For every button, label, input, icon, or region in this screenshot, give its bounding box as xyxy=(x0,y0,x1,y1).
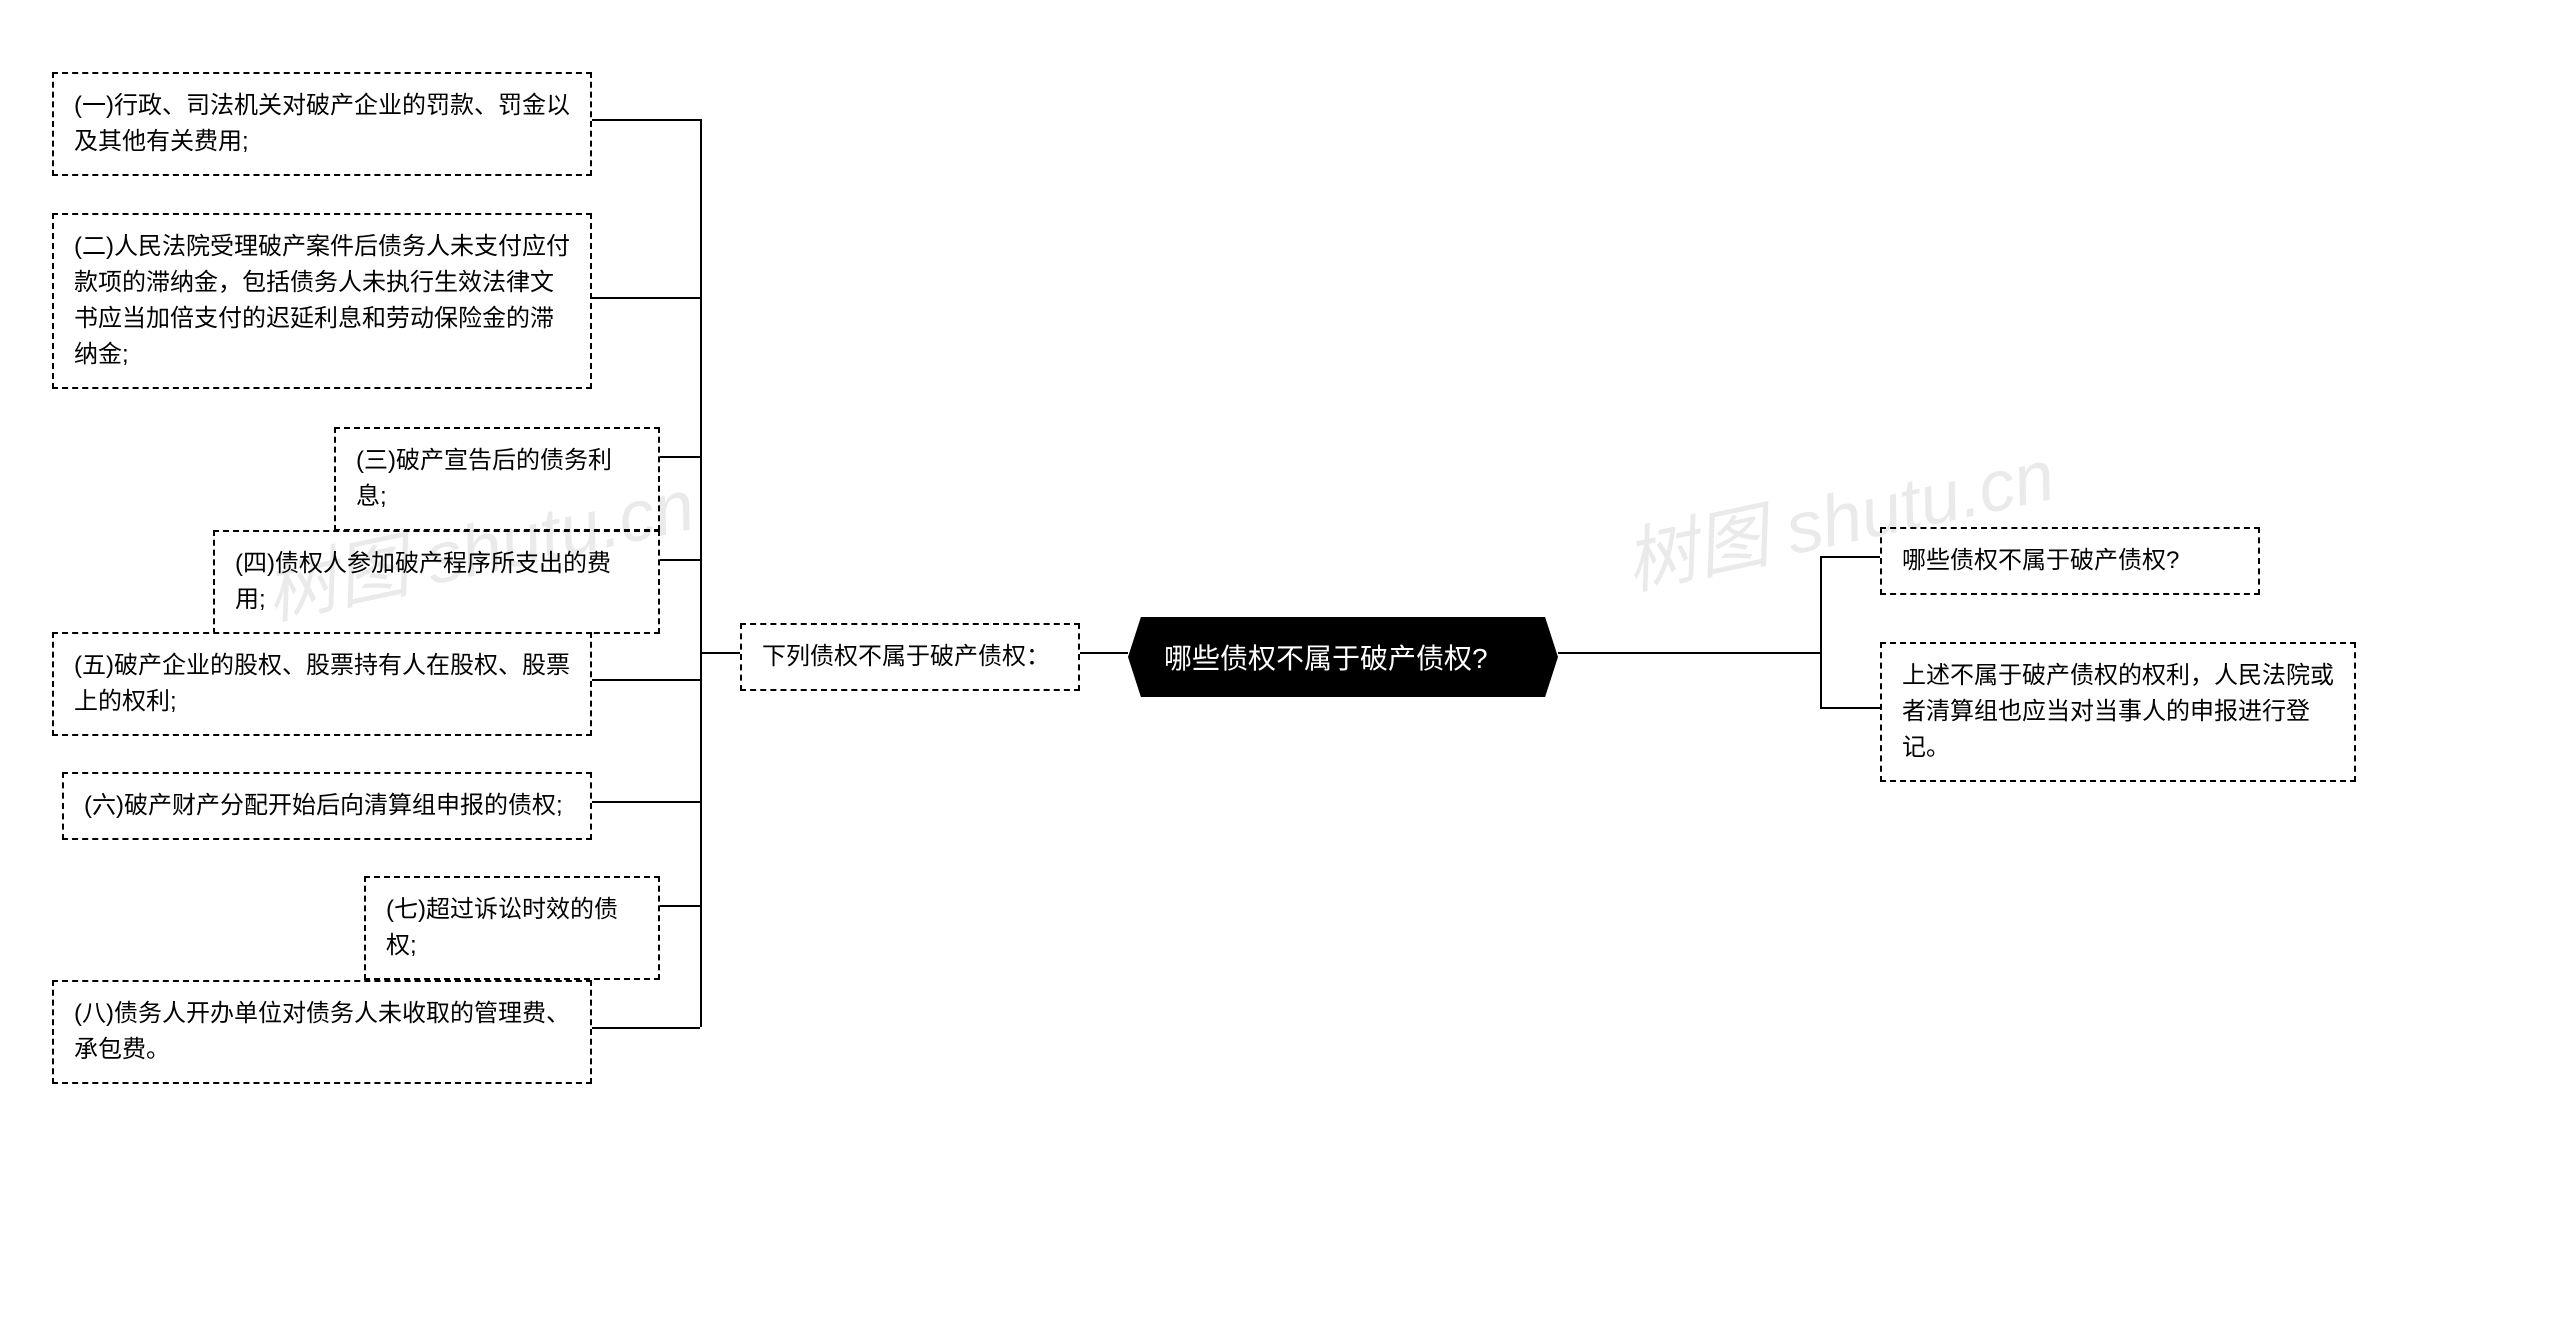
connector xyxy=(1820,707,1880,709)
connector xyxy=(592,119,700,121)
right-node-0: 哪些债权不属于破产债权? xyxy=(1880,527,2260,595)
connector xyxy=(1080,652,1128,654)
connector xyxy=(700,119,702,1027)
left-child-2: (三)破产宣告后的债务利息; xyxy=(334,427,660,531)
connector xyxy=(660,559,700,561)
left-child-5: (六)破产财产分配开始后向清算组申报的债权; xyxy=(62,772,592,840)
connector xyxy=(1820,556,1822,708)
connector xyxy=(592,1027,700,1029)
connector xyxy=(700,652,740,654)
connector xyxy=(1558,652,1820,654)
connector xyxy=(660,456,700,458)
connector xyxy=(592,801,700,803)
left-child-7: (八)债务人开办单位对债务人未收取的管理费、承包费。 xyxy=(52,980,592,1084)
root-node: 哪些债权不属于破产债权? xyxy=(1128,617,1558,697)
left-child-1: (二)人民法院受理破产案件后债务人未支付应付款项的滞纳金，包括债务人未执行生效法… xyxy=(52,213,592,389)
connector xyxy=(660,905,700,907)
left-parent-node: 下列债权不属于破产债权： xyxy=(740,623,1080,691)
left-child-3: (四)债权人参加破产程序所支出的费用; xyxy=(213,530,660,634)
left-child-0: (一)行政、司法机关对破产企业的罚款、罚金以及其他有关费用; xyxy=(52,72,592,176)
right-node-1: 上述不属于破产债权的权利，人民法院或者清算组也应当对当事人的申报进行登记。 xyxy=(1880,642,2356,782)
connector xyxy=(1820,556,1880,558)
left-child-4: (五)破产企业的股权、股票持有人在股权、股票上的权利; xyxy=(52,632,592,736)
connector xyxy=(592,297,700,299)
connector xyxy=(592,679,700,681)
left-child-6: (七)超过诉讼时效的债权; xyxy=(364,876,660,980)
